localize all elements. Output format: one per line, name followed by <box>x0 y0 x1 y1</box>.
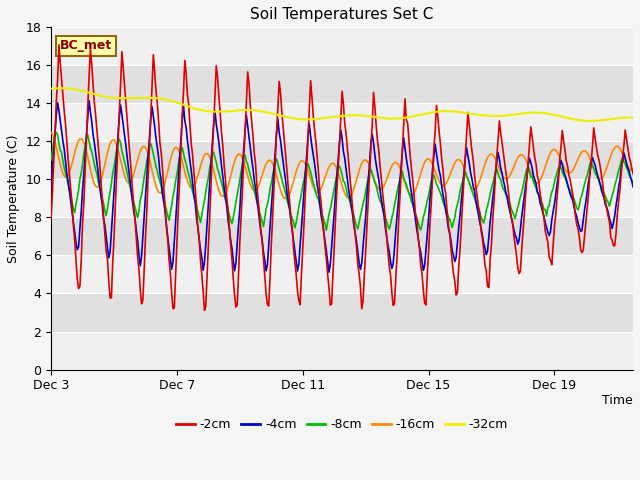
Text: Time: Time <box>602 394 633 407</box>
Bar <box>51 255 633 293</box>
Text: BC_met: BC_met <box>60 39 112 52</box>
Bar <box>51 293 633 332</box>
Title: Soil Temperatures Set C: Soil Temperatures Set C <box>250 7 434 22</box>
Bar <box>51 217 633 255</box>
Legend: -2cm, -4cm, -8cm, -16cm, -32cm: -2cm, -4cm, -8cm, -16cm, -32cm <box>171 413 513 436</box>
Bar <box>51 103 633 142</box>
Bar <box>51 27 633 65</box>
Bar <box>51 65 633 103</box>
Bar <box>51 180 633 217</box>
Y-axis label: Soil Temperature (C): Soil Temperature (C) <box>7 134 20 263</box>
Bar <box>51 142 633 180</box>
Bar <box>51 332 633 370</box>
